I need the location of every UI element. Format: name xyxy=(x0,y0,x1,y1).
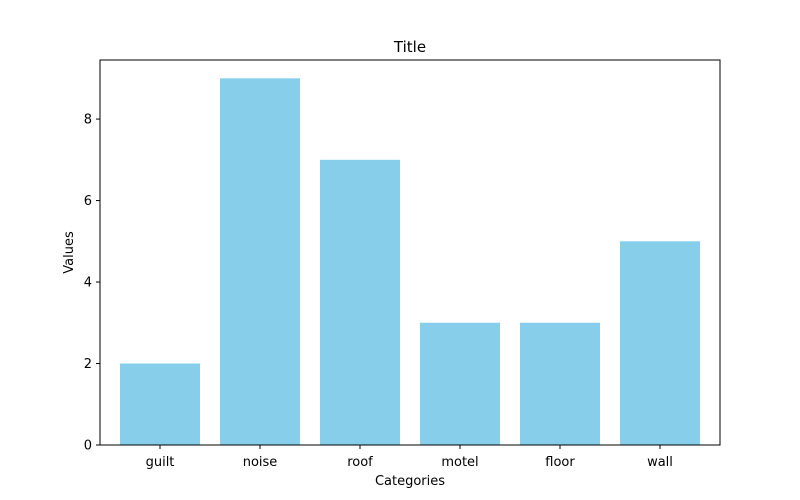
x-tick-label: motel xyxy=(441,455,478,470)
plot-frame xyxy=(99,59,721,446)
y-tick-label: 4 xyxy=(84,276,92,291)
bar-floor xyxy=(520,322,600,445)
x-tick-label: guilt xyxy=(146,455,175,470)
bar-noise xyxy=(220,78,300,445)
x-axis-ticks: guilt noise roof motel floor wall xyxy=(146,445,673,470)
y-tick-label: 0 xyxy=(84,439,92,454)
y-tick-label: 2 xyxy=(84,357,92,372)
bar-motel xyxy=(420,322,500,445)
chart-title: Title xyxy=(393,38,426,56)
bars-group xyxy=(120,78,700,445)
bar-guilt xyxy=(120,363,200,445)
y-tick-label: 6 xyxy=(84,194,92,209)
y-tick-label: 8 xyxy=(84,113,92,128)
x-axis-label: Categories xyxy=(375,474,445,489)
x-tick-label: noise xyxy=(243,455,278,470)
x-tick-label: wall xyxy=(647,455,673,470)
bar-wall xyxy=(620,241,700,445)
x-tick-label: roof xyxy=(347,455,373,470)
bar-roof xyxy=(320,159,400,445)
y-axis-ticks: 0 2 4 6 8 xyxy=(84,113,100,454)
y-axis-label: Values xyxy=(62,231,77,274)
x-tick-label: floor xyxy=(545,455,575,470)
